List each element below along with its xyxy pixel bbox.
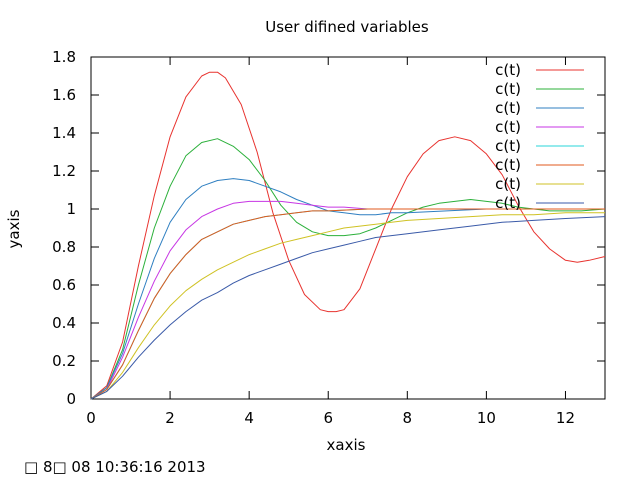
plot-frame (90, 56, 606, 400)
legend-label: c(t) (495, 175, 521, 193)
y-tick-label: 1.6 (52, 86, 76, 104)
series-line-3 (90, 178, 605, 400)
series-line-6 (90, 208, 605, 400)
x-tick-label: 6 (323, 409, 333, 427)
y-tick-label: 1 (66, 200, 76, 218)
legend-label: c(t) (495, 194, 521, 212)
legend-label: c(t) (495, 137, 521, 155)
y-axis-ticks: 0 0.2 0.4 0.6 0.8 1 1.2 1.4 1.6 1.8 (52, 48, 605, 408)
series-line-8 (90, 216, 606, 400)
legend-label: c(t) (495, 80, 521, 98)
legend-label: c(t) (495, 99, 521, 117)
legend-label: c(t) (495, 61, 521, 79)
timestamp: □ 8□ 08 10:36:16 2013 (24, 458, 206, 476)
series-line-7 (90, 212, 605, 400)
series-line-4 (90, 200, 605, 400)
legend-label: c(t) (495, 118, 521, 136)
x-tick-label: 10 (477, 409, 496, 427)
series-line-2 (90, 138, 606, 400)
series-line-1 (90, 71, 606, 400)
y-tick-label: 0.6 (52, 276, 76, 294)
y-tick-label: 1.4 (52, 124, 76, 142)
legend: c(t)c(t)c(t)c(t)c(t)c(t)c(t)c(t) (495, 61, 584, 212)
chart-title: User difined variables (265, 18, 429, 36)
x-tick-label: 0 (86, 409, 96, 427)
y-tick-label: 0.8 (52, 238, 76, 256)
legend-label: c(t) (495, 156, 521, 174)
y-tick-label: 0.2 (52, 352, 76, 370)
y-tick-label: 1.2 (52, 162, 76, 180)
y-tick-label: 0 (66, 390, 76, 408)
y-axis-label: yaxis (5, 209, 23, 248)
x-tick-label: 12 (556, 409, 575, 427)
x-axis-ticks: 0 2 4 6 8 10 12 (86, 57, 575, 427)
x-tick-label: 2 (165, 409, 175, 427)
y-tick-label: 0.4 (52, 314, 76, 332)
y-tick-label: 1.8 (52, 48, 76, 66)
x-tick-label: 8 (403, 409, 413, 427)
x-tick-label: 4 (244, 409, 254, 427)
x-axis-label: xaxis (327, 436, 366, 454)
series-lines (90, 71, 606, 400)
